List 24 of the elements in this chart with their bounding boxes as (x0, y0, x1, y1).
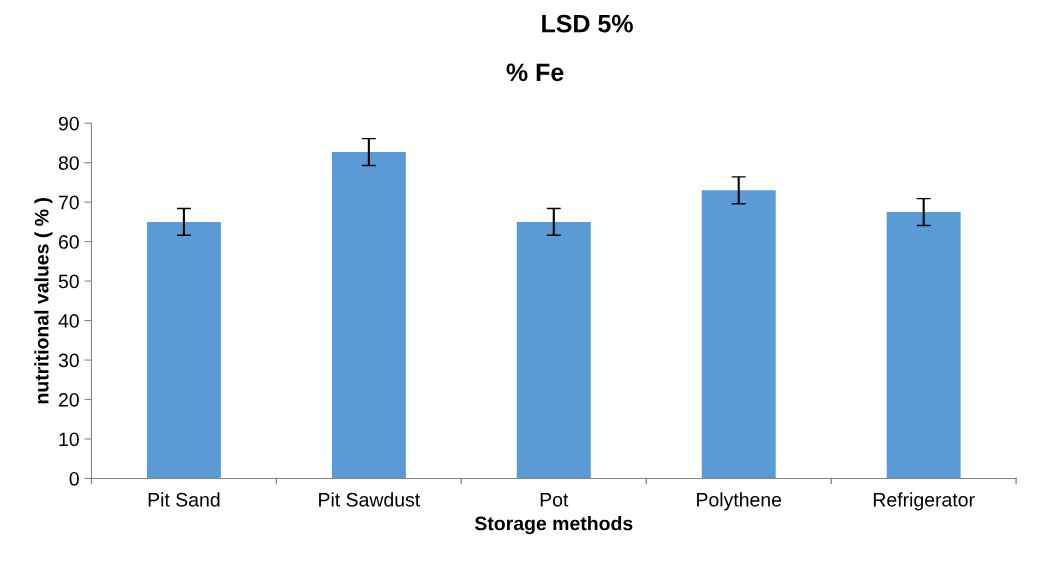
x-tick-label: Refrigerator (873, 492, 975, 511)
y-tick-label: 80 (58, 156, 79, 170)
x-tick-label: Pit Sand (148, 492, 220, 507)
y-axis-title: nutritional values ( % ) (34, 198, 53, 404)
y-tick-label: 60 (58, 235, 79, 249)
x-axis-title: Storage methods (474, 516, 633, 535)
chart-subtitle: % Fe (506, 63, 564, 82)
y-tick-label: 30 (58, 353, 79, 368)
x-tick-label: Polythene (697, 492, 782, 511)
y-tick-label: 70 (59, 195, 79, 210)
bar (146, 221, 221, 479)
y-tick-label: 0 (69, 471, 79, 486)
x-tick-label: Pot (540, 493, 569, 507)
bar (516, 221, 591, 479)
y-tick-label: 50 (58, 274, 79, 289)
bar (331, 152, 406, 479)
y-tick-label: 90 (58, 116, 79, 131)
bar (701, 190, 776, 479)
chart-title: LSD 5% (542, 14, 633, 33)
y-tick-label: 20 (58, 392, 79, 407)
bar (886, 212, 961, 479)
y-tick-label: 10 (59, 432, 79, 447)
x-tick-label: Pit Sawdust (319, 492, 421, 507)
y-tick-label: 40 (58, 314, 79, 328)
